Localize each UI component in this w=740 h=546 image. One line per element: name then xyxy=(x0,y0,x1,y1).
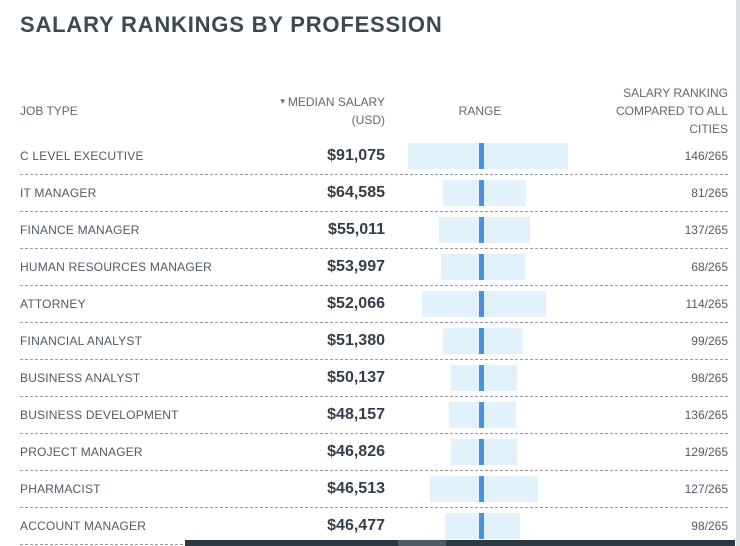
range-bar xyxy=(430,476,538,502)
job-type-cell: BUSINESS DEVELOPMENT xyxy=(20,408,179,422)
ranking-cell: 98/265 xyxy=(691,371,728,385)
median-salary-header-label: MEDIAN SALARY xyxy=(287,95,385,109)
table-row: PHARMACIST $46,513 127/265 xyxy=(20,471,728,508)
job-type-cell: C LEVEL EXECUTIVE xyxy=(20,149,144,163)
ranking-cell: 127/265 xyxy=(684,482,728,496)
range-marker xyxy=(479,180,484,206)
range-bar xyxy=(443,180,526,206)
median-salary-cell: $53,997 xyxy=(327,258,385,275)
range-cell xyxy=(385,323,575,359)
median-salary-cell: $91,075 xyxy=(327,147,385,164)
ranking-cell: 114/265 xyxy=(685,297,729,311)
range-cell xyxy=(385,249,575,285)
range-marker xyxy=(479,143,484,169)
job-type-cell: PROJECT MANAGER xyxy=(20,445,143,459)
ranking-cell: 81/265 xyxy=(691,186,728,200)
job-type-cell: IT MANAGER xyxy=(20,186,97,200)
ranking-cell: 136/265 xyxy=(684,408,728,422)
median-salary-cell: $50,137 xyxy=(327,369,385,386)
job-type-cell: FINANCE MANAGER xyxy=(20,223,140,237)
ranking-cell: 99/265 xyxy=(691,334,728,348)
table-row: ACCOUNT MANAGER $46,477 98/265 xyxy=(20,508,728,545)
range-marker xyxy=(479,439,484,465)
column-header-job-type[interactable]: JOB TYPE xyxy=(20,103,78,118)
job-type-cell: BUSINESS ANALYST xyxy=(20,371,141,385)
range-bar xyxy=(439,217,530,243)
table-row: C LEVEL EXECUTIVE $91,075 146/265 xyxy=(20,138,728,175)
column-header-salary-ranking[interactable]: SALARY RANKING COMPARED TO ALL CITIES xyxy=(575,84,728,138)
job-type-cell: ACCOUNT MANAGER xyxy=(20,519,147,533)
median-salary-header-unit: (USD) xyxy=(351,113,385,127)
ranking-cell: 98/265 xyxy=(691,519,728,533)
table-row: PROJECT MANAGER $46,826 129/265 xyxy=(20,434,728,471)
median-salary-cell: $48,157 xyxy=(327,406,385,423)
range-marker xyxy=(479,513,484,539)
table-row: HUMAN RESOURCES MANAGER $53,997 68/265 xyxy=(20,249,728,286)
range-marker xyxy=(479,402,484,428)
table-row: IT MANAGER $64,585 81/265 xyxy=(20,175,728,212)
median-salary-cell: $46,513 xyxy=(327,480,385,497)
range-cell xyxy=(385,286,575,322)
table-row: ATTORNEY $52,066 114/265 xyxy=(20,286,728,323)
ranking-cell: 129/265 xyxy=(684,445,728,459)
range-marker xyxy=(479,254,484,280)
ranking-cell: 68/265 xyxy=(691,260,728,274)
bottom-scrollbar-track[interactable] xyxy=(185,540,735,546)
median-salary-cell: $46,826 xyxy=(327,443,385,460)
page-title: SALARY RANKINGS BY PROFESSION xyxy=(20,12,443,37)
table-row: BUSINESS DEVELOPMENT $48,157 136/265 xyxy=(20,397,728,434)
range-bar xyxy=(451,365,517,391)
table-body: C LEVEL EXECUTIVE $91,075 146/265 IT MAN… xyxy=(0,138,740,545)
table-row: FINANCIAL ANALYST $51,380 99/265 xyxy=(20,323,728,360)
ranking-header-line1: SALARY RANKING xyxy=(623,85,728,100)
column-header-median-salary[interactable]: ▾ MEDIAN SALARY (USD) xyxy=(265,92,385,129)
median-salary-cell: $46,477 xyxy=(327,517,385,534)
range-cell xyxy=(385,175,575,211)
range-bar xyxy=(422,291,546,317)
ranking-cell: 146/265 xyxy=(684,149,728,163)
range-bar xyxy=(408,143,568,169)
right-edge-border xyxy=(736,0,740,546)
median-salary-cell: $51,380 xyxy=(327,332,385,349)
median-salary-cell: $52,066 xyxy=(327,295,385,312)
range-marker xyxy=(479,328,484,354)
range-marker xyxy=(479,291,484,317)
bottom-scrollbar-thumb[interactable] xyxy=(398,540,446,546)
range-cell xyxy=(385,508,575,544)
ranking-cell: 137/265 xyxy=(684,223,728,237)
job-type-cell: HUMAN RESOURCES MANAGER xyxy=(20,260,212,274)
median-salary-cell: $55,011 xyxy=(328,221,385,238)
job-type-cell: ATTORNEY xyxy=(20,297,86,311)
median-salary-header-line1: ▾ MEDIAN SALARY xyxy=(265,92,385,111)
sort-descending-icon[interactable]: ▾ xyxy=(280,96,285,106)
range-cell xyxy=(385,434,575,470)
table-row: FINANCE MANAGER $55,011 137/265 xyxy=(20,212,728,249)
column-header-range: RANGE xyxy=(458,103,502,118)
range-marker xyxy=(479,217,484,243)
range-cell xyxy=(385,138,575,174)
ranking-header-line3: CITIES xyxy=(689,121,728,136)
range-cell xyxy=(385,397,575,433)
range-cell xyxy=(385,360,575,396)
range-marker xyxy=(479,365,484,391)
range-cell xyxy=(385,212,575,248)
median-salary-cell: $64,585 xyxy=(327,184,385,201)
table-row: BUSINESS ANALYST $50,137 98/265 xyxy=(20,360,728,397)
range-cell xyxy=(385,471,575,507)
job-type-cell: FINANCIAL ANALYST xyxy=(20,334,143,348)
range-bar xyxy=(451,439,517,465)
range-marker xyxy=(479,476,484,502)
job-type-cell: PHARMACIST xyxy=(20,482,101,496)
table-header-row: JOB TYPE ▾ MEDIAN SALARY (USD) RANGE SALA… xyxy=(0,83,740,138)
ranking-header-line2: COMPARED TO ALL xyxy=(615,103,728,118)
